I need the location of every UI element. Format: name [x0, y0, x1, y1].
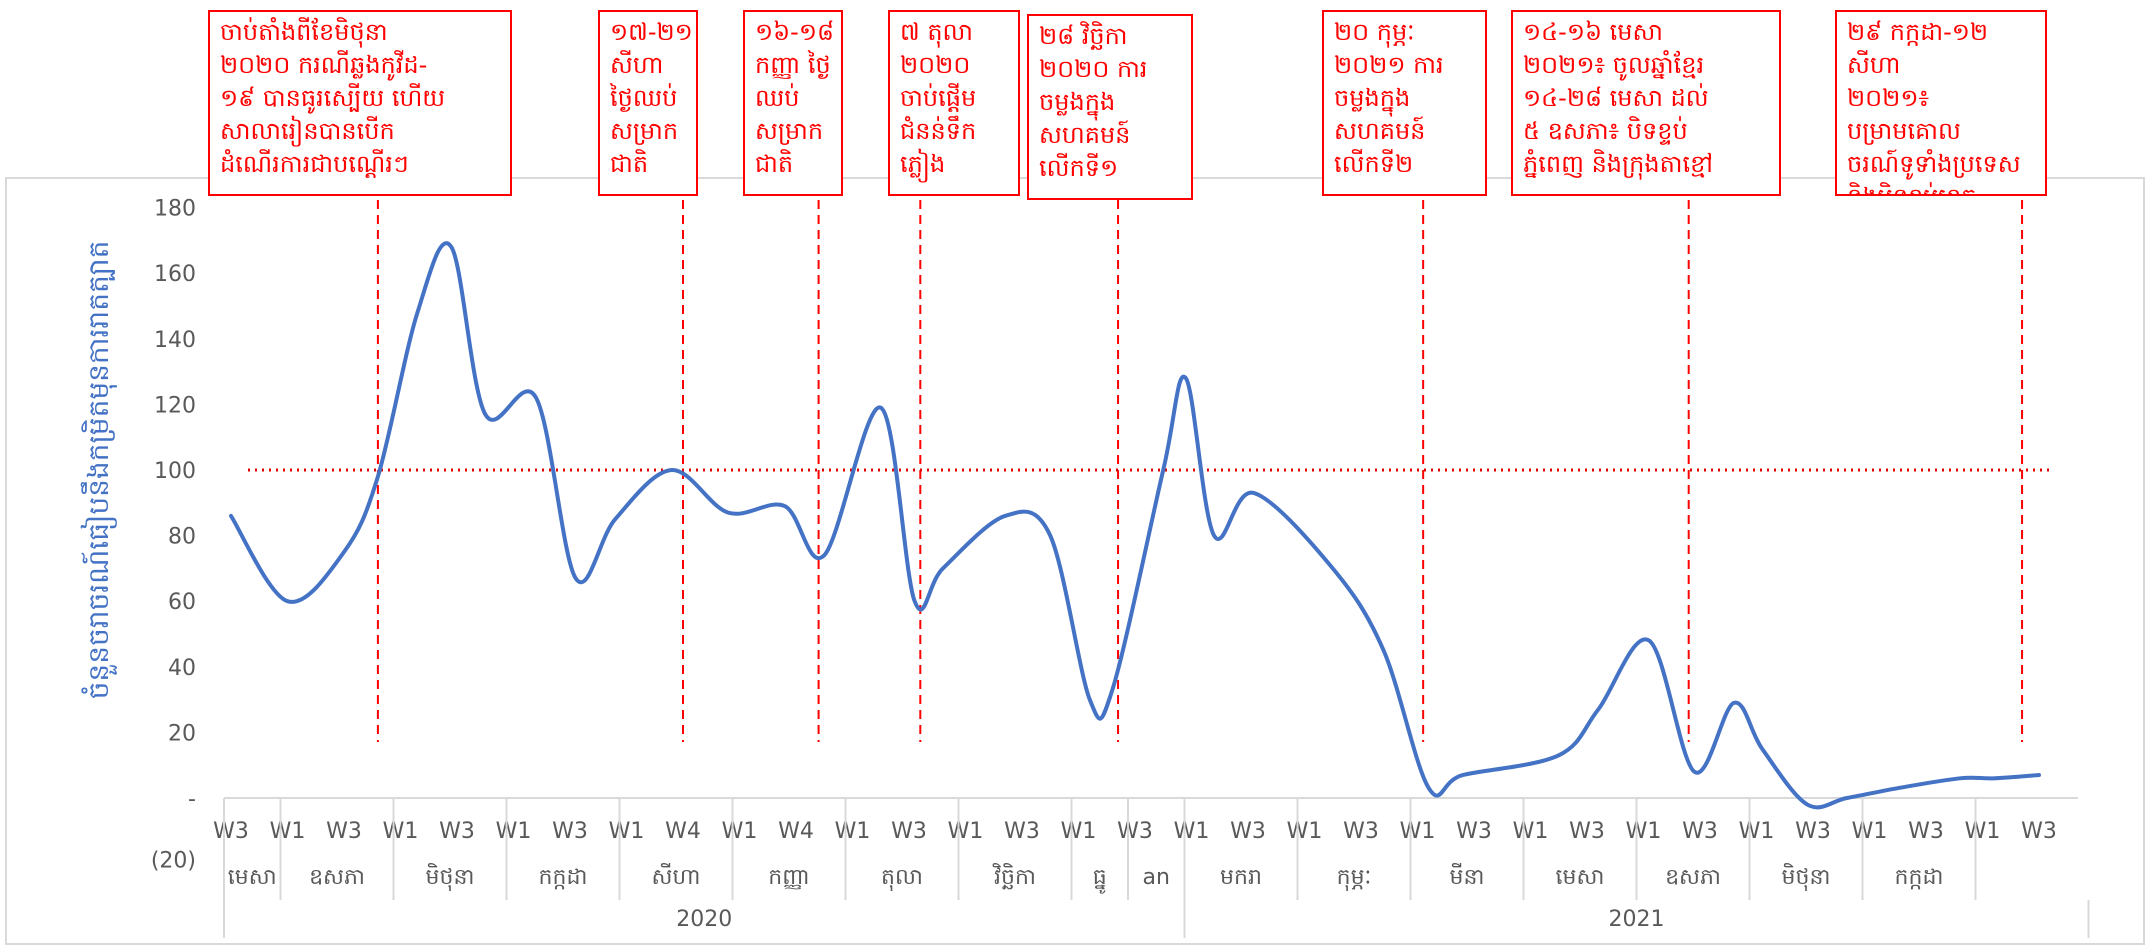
x-month-label: កក្កដា [539, 865, 588, 890]
series-line [229, 241, 2041, 810]
x-week-label: W3 [1004, 819, 1040, 844]
x-week-label: W3 [1908, 819, 1944, 844]
x-month-label: វិច្ឆិកា [992, 863, 1036, 890]
x-week-label: W1 [1061, 819, 1097, 844]
x-week-label: W3 [1230, 819, 1266, 844]
x-month-label: an [1143, 865, 1170, 890]
event-annotation: ២៩ កក្កដា-១២ សីហា ២០២១៖ បម្រាមគោល ចរណ៍ទូ… [1835, 10, 2047, 196]
event-annotation: ១៤-១៦ មេសា ២០២១៖ ចូលឆ្នាំខ្មែរ ១៤-២៨ មេស… [1511, 10, 1781, 196]
x-month-label: កញ្ញា [768, 865, 809, 890]
x-week-label: W3 [1343, 819, 1379, 844]
y-tick-label: 100 [154, 459, 196, 484]
event-annotation: ១៦-១៨ កញ្ញា ថ្ងៃ ឈប់ សម្រាក ជាតិ [743, 10, 843, 196]
y-tick-label: 60 [168, 590, 196, 615]
x-month-label: ឧសភា [1665, 865, 1721, 890]
x-week-label: W1 [1965, 819, 2001, 844]
x-week-label: W1 [722, 819, 758, 844]
x-month-label: មីនា [1450, 863, 1485, 890]
x-week-label: W1 [1852, 819, 1888, 844]
y-tick-label: 40 [168, 656, 196, 681]
x-week-label: W3 [1117, 819, 1153, 844]
event-annotation: ១៧-២១ សីហា ថ្ងៃឈប់ សម្រាក ជាតិ [598, 10, 698, 196]
y-tick-label: 120 [154, 393, 196, 418]
x-week-label: W3 [439, 819, 475, 844]
x-week-label: W1 [496, 819, 532, 844]
x-week-label: W3 [552, 819, 588, 844]
x-month-label: មិថុនា [426, 863, 475, 891]
x-month-label: មិថុនា [1782, 863, 1831, 891]
x-week-label: W3 [213, 819, 249, 844]
x-month-label: មេសា [1556, 865, 1605, 890]
y-axis-title: ចំនួនចរាចរណ៍ធៀបនឹងកម្រិតមុនការរាតត្បាត [80, 241, 117, 700]
event-annotation: ៧ តុលា ២០២០ ចាប់ផ្តើម ជំនន់ទឹក ភ្លៀង [888, 10, 1020, 196]
x-month-label: កុម្ភៈ [1337, 865, 1372, 891]
y-tick-label: 160 [154, 262, 196, 287]
x-month-label: ឧសភា [309, 865, 365, 890]
x-month-label: ធ្នូ [1093, 865, 1107, 894]
x-month-label: តុលា [881, 865, 923, 891]
y-axis-label: ចំនួនចរាចរណ៍ធៀបនឹងកម្រិតមុនការរាតត្បាត [80, 241, 117, 700]
x-week-label: W4 [665, 819, 701, 844]
x-week-label: W1 [1287, 819, 1323, 844]
x-week-label: W1 [1739, 819, 1775, 844]
x-week-label: W1 [270, 819, 306, 844]
y-tick-label: 80 [168, 525, 196, 550]
x-week-label: W3 [2021, 819, 2057, 844]
x-week-label: W1 [383, 819, 419, 844]
x-year-label: 2020 [676, 907, 732, 932]
x-week-label: W4 [778, 819, 814, 844]
x-month-label: កក្កដា [1895, 865, 1944, 890]
x-week-label: W1 [948, 819, 984, 844]
x-week-label: W1 [1400, 819, 1436, 844]
x-week-label: W3 [326, 819, 362, 844]
x-week-label: W1 [609, 819, 645, 844]
x-week-label: W1 [1174, 819, 1210, 844]
x-week-label: W3 [891, 819, 927, 844]
event-annotation: ចាប់តាំងពីខែមិថុនា ២០២០ ករណីឆ្លងកូវីដ- ១… [208, 10, 512, 196]
x-week-label: W3 [1795, 819, 1831, 844]
y-tick-label: 180 [154, 197, 196, 222]
x-month-label: មករា [1220, 865, 1262, 890]
y-tick-label: 140 [154, 328, 196, 353]
x-week-label: W1 [835, 819, 871, 844]
x-year-label: 2021 [1609, 907, 1665, 932]
event-annotation: ២០ កុម្ភៈ ២០២១ ការ ចម្លងក្នុង សហគមន៍ លើក… [1322, 10, 1487, 196]
y-tick-label: 20 [168, 721, 196, 746]
y-tick-label: - [188, 787, 196, 812]
y-tick-labels: (20) - 20 40 60 80 100 120 140 160 180 [151, 197, 196, 874]
x-week-label: W3 [1682, 819, 1718, 844]
x-month-label: មេសា [228, 865, 277, 890]
chart-area-border [5, 177, 2145, 945]
y-tick-label: (20) [151, 849, 196, 874]
x-week-label: W3 [1569, 819, 1605, 844]
x-month-label: សីហា [652, 863, 701, 890]
x-week-label: W1 [1513, 819, 1549, 844]
x-axis: W3 W1 W3 W1 W3 W1 W3 W1 W4 W1 W4 W1 W3 W1 W3 W1 W3 W1 W3 W1… [213, 797, 2090, 938]
x-week-label: W3 [1456, 819, 1492, 844]
x-week-label: W1 [1626, 819, 1662, 844]
event-annotation: ២៨ វិច្ឆិកា ២០២០ ការ ចម្លងក្នុង សហគមន៍ ល… [1027, 14, 1193, 200]
